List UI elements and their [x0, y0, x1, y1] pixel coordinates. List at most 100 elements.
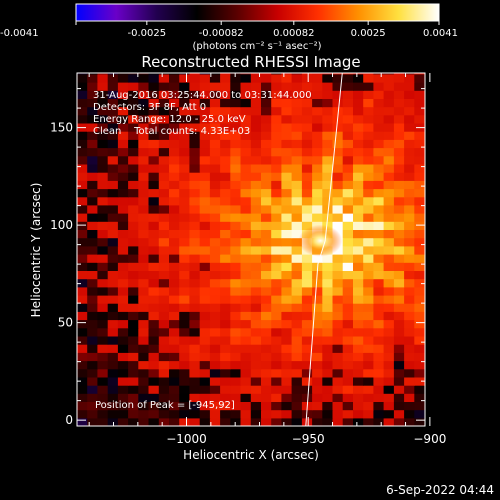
heatmap-cell — [220, 196, 231, 206]
heatmap-cell — [281, 335, 293, 345]
heatmap-cell — [414, 376, 425, 386]
heatmap-cell — [97, 254, 109, 263]
heatmap-cell — [322, 417, 334, 426]
heatmap-cell — [261, 344, 272, 353]
heatmap-cell — [199, 204, 211, 214]
heatmap-cell — [404, 393, 415, 402]
heatmap-cell — [199, 327, 211, 337]
heatmap-cell — [230, 286, 242, 296]
heatmap-cell — [209, 417, 221, 426]
heatmap-cell — [240, 196, 252, 206]
heatmap-cell — [291, 147, 303, 157]
heatmap-cell — [230, 409, 242, 419]
heatmap-cell — [158, 368, 170, 378]
heatmap-cell — [353, 311, 364, 321]
heatmap-cell — [414, 270, 425, 280]
heatmap-cell — [240, 262, 252, 271]
heatmap-cell — [353, 393, 364, 402]
heatmap-cell — [148, 172, 160, 181]
heatmap-cell — [383, 409, 395, 419]
heatmap-cell — [261, 155, 272, 165]
heatmap-cell — [189, 352, 201, 362]
heatmap-cell — [332, 311, 344, 321]
heatmap-cell — [169, 196, 180, 206]
heatmap-cell — [332, 344, 344, 353]
heatmap-cell — [373, 82, 385, 91]
heatmap-cell — [271, 286, 282, 296]
heatmap-cell — [158, 319, 170, 329]
heatmap-cell — [383, 245, 395, 255]
heatmap-cell — [240, 254, 252, 263]
heatmap-cell — [209, 163, 221, 173]
heatmap-cell — [393, 139, 405, 149]
heatmap-cell — [158, 294, 170, 304]
heatmap-cell — [414, 393, 425, 402]
heatmap-cell — [353, 303, 364, 312]
heatmap-cell — [97, 188, 109, 198]
heatmap-cell — [271, 319, 282, 329]
heatmap-cell — [117, 90, 129, 99]
heatmap-cell — [220, 319, 231, 329]
heatmap-cell — [342, 319, 354, 329]
heatmap-cell — [261, 180, 272, 190]
heatmap-cell — [220, 82, 231, 91]
heatmap-cell — [179, 204, 190, 214]
heatmap-cell — [383, 401, 395, 411]
heatmap-cell — [301, 155, 313, 165]
y-tick-label-0: 0 — [65, 413, 73, 427]
heatmap-cell — [240, 335, 252, 345]
heatmap-cell — [342, 303, 354, 312]
heatmap-cell — [199, 254, 211, 263]
heatmap-cell — [332, 401, 344, 411]
heatmap-cell — [301, 90, 313, 99]
heatmap-cell — [179, 237, 190, 247]
heatmap-cell — [332, 196, 344, 206]
heatmap-cell — [240, 286, 252, 296]
heatmap-cell — [138, 82, 150, 91]
heatmap-cell — [128, 229, 139, 239]
heatmap-cell — [220, 172, 231, 181]
heatmap-cell — [240, 90, 252, 99]
heatmap-cell — [393, 417, 405, 426]
heatmap-cell — [107, 417, 119, 426]
heatmap-cell — [322, 254, 334, 263]
heatmap-cell — [158, 376, 170, 386]
heatmap-cell — [97, 82, 109, 91]
heatmap-cell — [301, 196, 313, 206]
heatmap-cell — [271, 327, 282, 337]
heatmap-cell — [189, 229, 201, 239]
heatmap-cell — [179, 73, 190, 83]
heatmap-cell — [363, 352, 374, 362]
heatmap-cell — [250, 180, 262, 190]
heatmap-cell — [107, 180, 119, 190]
heatmap-cell — [373, 98, 385, 108]
heatmap-cell — [97, 270, 109, 280]
heatmap-cell — [148, 237, 160, 247]
heatmap-cell — [230, 73, 242, 75]
heatmap-cell — [424, 188, 425, 198]
heatmap-cell — [189, 213, 201, 222]
heatmap-cell — [291, 139, 303, 149]
heatmap-cell — [189, 360, 201, 370]
heatmap-cell — [128, 401, 139, 411]
heatmap-cell — [179, 114, 190, 124]
heatmap-cell — [189, 368, 201, 378]
heatmap-cell — [107, 213, 119, 222]
heatmap-cell — [353, 139, 364, 149]
heatmap-cell — [322, 147, 334, 157]
colorbar-tick-label-5: 0.0041 — [423, 28, 458, 39]
heatmap-cell — [230, 376, 242, 386]
heatmap-cell — [404, 344, 415, 353]
heatmap-cell — [342, 352, 354, 362]
heatmap-cell — [117, 114, 129, 124]
heatmap-cell — [107, 237, 119, 247]
heatmap-cell — [271, 344, 282, 353]
heatmap-cell — [158, 311, 170, 321]
heatmap-cell — [230, 163, 242, 173]
heatmap-cell — [414, 319, 425, 329]
heatmap-cell — [342, 155, 354, 165]
heatmap-cell — [158, 278, 170, 288]
heatmap-cell — [230, 213, 242, 222]
heatmap-cell — [342, 278, 354, 288]
heatmap-cell — [291, 270, 303, 280]
